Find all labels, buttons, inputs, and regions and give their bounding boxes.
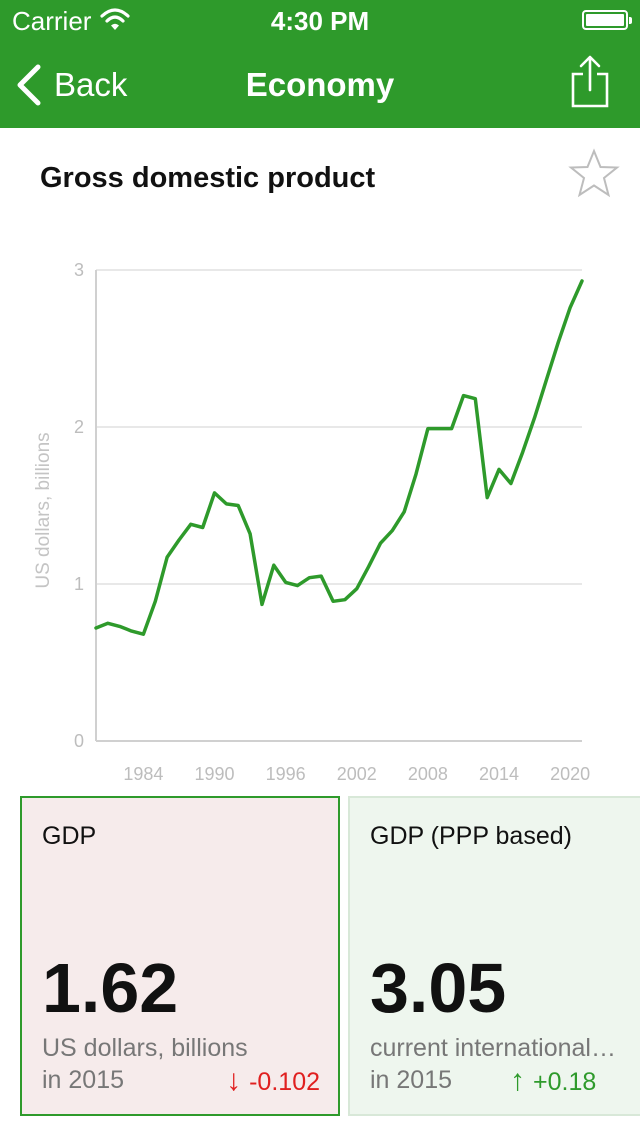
- card-unit: current international dollars, billions: [370, 1034, 622, 1062]
- status-time: 4:30 PM: [270, 6, 370, 36]
- y-tick-label: 1: [74, 574, 84, 594]
- app-header: Carrier 4:30 PM Back Economy: [0, 0, 640, 128]
- battery-icon: [582, 10, 632, 30]
- x-tick-label: 1990: [195, 764, 235, 784]
- arrow-down-icon: ↓: [226, 1064, 242, 1097]
- chart-grid: [96, 269, 582, 742]
- arrow-up-icon: ↑: [510, 1064, 525, 1097]
- y-tick-label: 3: [74, 260, 84, 280]
- card-unit: US dollars, billions: [42, 1034, 248, 1062]
- back-button[interactable]: Back: [14, 62, 127, 108]
- x-tick-label: 1984: [123, 764, 163, 784]
- x-tick-label: 1996: [266, 764, 306, 784]
- indicator-title: Gross domestic product: [40, 162, 376, 194]
- x-tick-label: 2014: [479, 764, 519, 784]
- gdp-ppp-card[interactable]: GDP (PPP based) 3.05 current internation…: [348, 796, 640, 1116]
- card-title: GDP (PPP based): [370, 822, 572, 850]
- chart-x-tick-labels: 1984 1990 1996 2002 2008 2014 2020: [123, 764, 590, 784]
- back-button-label: Back: [54, 66, 128, 103]
- wifi-icon: [100, 8, 130, 30]
- x-tick-label: 2008: [408, 764, 448, 784]
- x-tick-label: 2002: [337, 764, 377, 784]
- chart-y-axis-label: US dollars, billions: [33, 432, 54, 588]
- screen-title: Economy: [245, 66, 395, 103]
- favorite-star-icon[interactable]: [568, 148, 620, 200]
- y-tick-label: 2: [74, 417, 84, 437]
- share-icon[interactable]: [570, 54, 610, 110]
- chart-series-line: [94, 279, 584, 636]
- card-change-value: +0.18: [533, 1068, 597, 1096]
- card-year: in 2015: [370, 1066, 453, 1094]
- status-bar: Carrier 4:30 PM: [0, 0, 640, 40]
- card-year: in 2015: [42, 1066, 125, 1094]
- chevron-left-icon: [17, 64, 41, 106]
- carrier-label: Carrier: [12, 6, 92, 36]
- y-tick-label: 0: [74, 731, 84, 751]
- gdp-card[interactable]: GDP 1.62 US dollars, billions in 2015 ↓ -…: [20, 796, 340, 1116]
- gdp-line-chart: 0 1 2 3 1984 1990 1996 2002 2008 2014 2020 US dol…: [33, 260, 590, 784]
- card-value: 1.62: [42, 949, 179, 1027]
- card-change: ↑ +0.18: [510, 1064, 596, 1098]
- card-change-value: -0.102: [249, 1068, 320, 1096]
- card-change: ↓ -0.102: [226, 1064, 320, 1098]
- card-title: GDP: [42, 822, 97, 850]
- card-value: 3.05: [370, 949, 507, 1027]
- chart-y-tick-labels: 0 1 2 3: [74, 260, 84, 751]
- x-tick-label: 2020: [550, 764, 590, 784]
